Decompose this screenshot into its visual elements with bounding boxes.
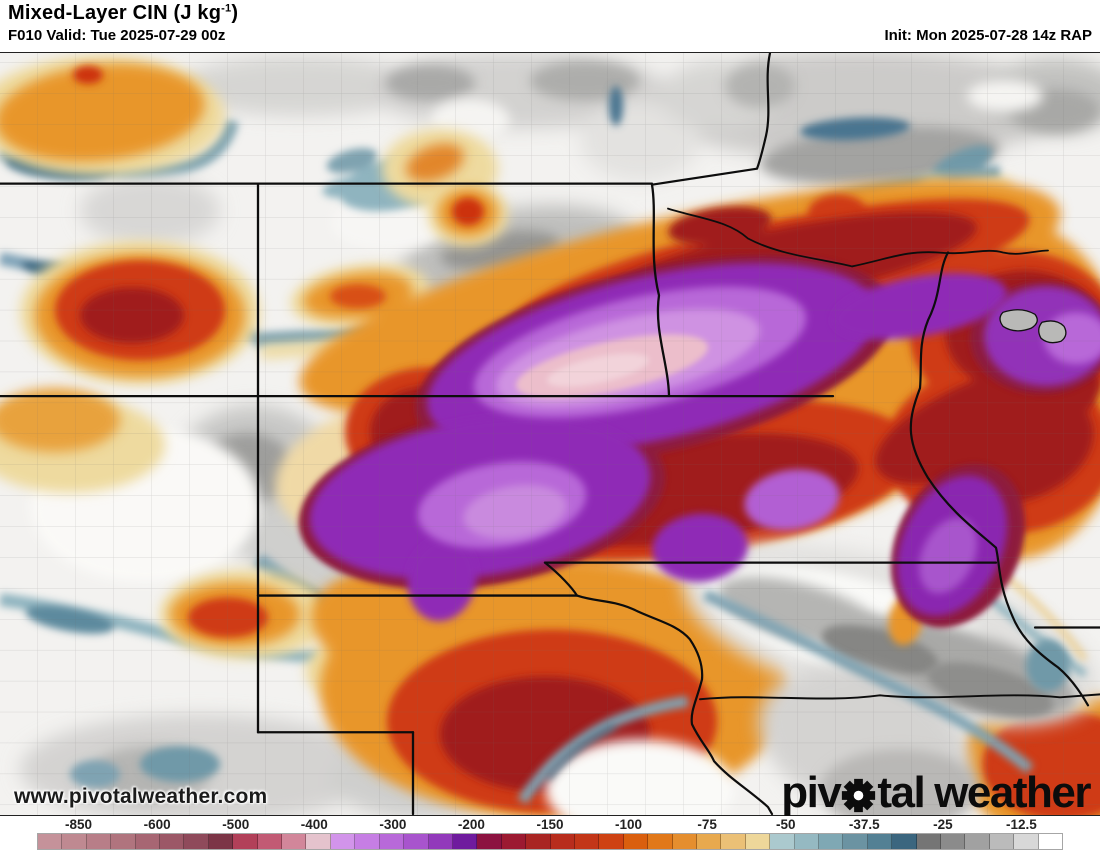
colorbar-tick-label: -600 [143,817,171,832]
colorbar-segment [330,834,356,849]
colorbar-tick-label: -500 [222,817,250,832]
colorbar-segment [477,834,502,849]
colorbar-segment [648,834,673,849]
lakes [999,309,1067,344]
county-lines [0,53,1100,815]
colorbar-segment [428,834,453,849]
colorbar-tick-label: -300 [379,817,407,832]
colorbar-tick-label: -50 [775,817,796,832]
colorbar-segment [282,834,307,849]
logo-text-weather: weather [934,768,1091,817]
page-title: Mixed-Layer CIN (J kg-1) [8,2,239,24]
colorbar-segment [696,834,722,849]
colorbar-segment [257,834,283,849]
gear-icon [842,778,876,812]
colorbar-segment [379,834,405,849]
colorbar-segment [452,834,478,849]
colorbar-segment [208,834,234,849]
colorbar-tick-label: -75 [697,817,717,832]
colorbar-segment [916,834,942,849]
colorbar [37,833,1063,850]
colorbar-segment [867,834,893,849]
colorbar-segment [892,834,917,849]
colorbar-segment [745,834,771,849]
colorbar-segment [62,834,87,849]
colorbar-segment [501,834,527,849]
colorbar-segment [160,834,185,849]
colorbar-segment [794,834,819,849]
colorbar-segment [574,834,600,849]
colorbar-segment [38,834,63,849]
colorbar-segment [965,834,990,849]
colorbar-tick-label: -37.5 [848,817,880,832]
logo-text-tal: tal [877,768,925,817]
colorbar-tick-label: -25 [933,817,953,832]
logo-text-piv: piv [781,768,842,817]
colorbar-segment [623,834,649,849]
colorbar-tick-label: -150 [536,817,564,832]
colorbar-segment [1038,834,1063,849]
colorbar-tick-label: -100 [615,817,643,832]
colorbar-segment [770,834,795,849]
watermark: www.pivotalweather.com [14,785,268,808]
colorbar-segment [184,834,209,849]
colorbar-segment [819,834,844,849]
colorbar-segment [355,834,380,849]
init-time-label: Init: Mon 2025-07-28 14z RAP [884,27,1092,44]
colorbar-segment [233,834,258,849]
colorbar-segment [111,834,136,849]
colorbar-tick-label: -400 [300,817,328,832]
header: Mixed-Layer CIN (J kg-1) F010 Valid: Tue… [0,0,1100,52]
colorbar-tick-label: -200 [457,817,485,832]
cin-contour-map [0,53,1100,815]
colorbar-segment [1014,834,1039,849]
state-borders [0,53,1100,815]
colorbar-segment [599,834,624,849]
colorbar-segment [989,834,1015,849]
colorbar-segment [941,834,966,849]
colorbar-segment [721,834,746,849]
valid-time-label: F010 Valid: Tue 2025-07-29 00z [8,27,226,44]
colorbar-segment [550,834,575,849]
pivotal-weather-logo: piv [781,768,1091,817]
colorbar-segment [843,834,868,849]
colorbar-tick-label: -850 [65,817,93,832]
colorbar-tick-label: -12.5 [1006,817,1037,832]
colorbar-segment [306,834,331,849]
colorbar-segment [526,834,551,849]
colorbar-segment [672,834,697,849]
colorbar-tick-labels: -850 -600 -500 -400 -300 -200 -150 -100 -75 -50 -3… [0,816,1100,834]
colorbar-segment [86,834,112,849]
weather-map: www.pivotalweather.com piv [0,52,1100,816]
colorbar-legend: -850 -600 -500 -400 -300 -200 -150 -100 -75 -50 -3… [0,816,1100,850]
colorbar-segment [135,834,161,849]
colorbar-segment [404,834,429,849]
